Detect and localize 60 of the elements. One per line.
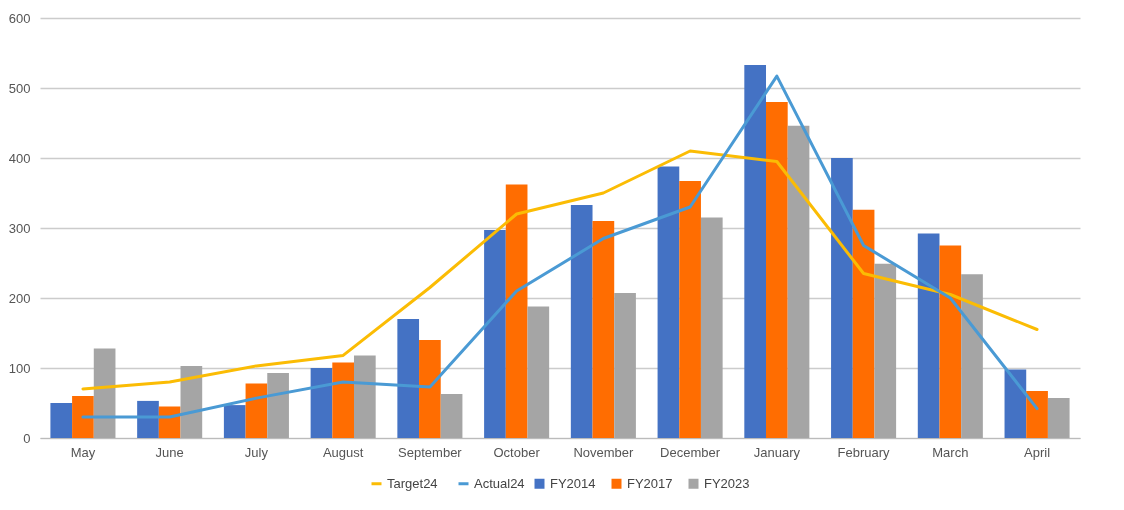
bar: [332, 362, 354, 438]
bar: [917, 233, 940, 438]
x-tick-label: February: [837, 444, 891, 460]
bar: [614, 293, 636, 438]
y-tick-label: 0: [23, 430, 31, 446]
bar: [874, 263, 897, 438]
legend-label: Target24: [387, 475, 438, 491]
bar: [1026, 391, 1048, 438]
bar: [527, 306, 550, 438]
line-series: [81, 74, 1039, 419]
bar: [440, 393, 463, 438]
legend-label: FY2017: [627, 475, 673, 491]
bar: [397, 319, 420, 438]
x-tick-label: May: [70, 444, 96, 460]
bar: [657, 166, 680, 438]
bar: [570, 204, 593, 438]
y-tick-label: 200: [8, 290, 31, 306]
x-tick-label: November: [573, 444, 635, 460]
bar: [353, 355, 376, 438]
bar: [744, 64, 767, 438]
bar: [1047, 398, 1070, 438]
bar: [419, 340, 441, 438]
x-tick-label: January: [753, 444, 801, 460]
legend-label: Actual24: [474, 475, 525, 491]
bar: [93, 348, 116, 438]
bar: [766, 102, 788, 438]
bar: [484, 230, 506, 438]
x-tick-label: July: [244, 444, 269, 460]
y-tick-label: 500: [8, 80, 31, 96]
bar: [505, 184, 528, 438]
legend-label: FY2014: [550, 475, 596, 491]
bar: [961, 274, 983, 438]
x-tick-label: April: [1024, 444, 1051, 460]
bar: [939, 245, 962, 438]
y-tick-label: 300: [8, 220, 31, 236]
y-tick-label: 100: [8, 360, 31, 376]
bar: [72, 396, 94, 438]
legend-label: FY2023: [704, 475, 750, 491]
bar: [50, 403, 73, 438]
x-tick-label: December: [660, 444, 721, 460]
x-tick-label: October: [493, 444, 541, 460]
bar: [310, 368, 333, 438]
bar: [267, 372, 289, 438]
line-series: [81, 149, 1039, 391]
y-tick-label: 600: [8, 10, 31, 26]
x-tick-label: August: [322, 444, 364, 460]
y-tick-label: 400: [8, 150, 31, 166]
bar: [245, 383, 268, 438]
bar: [1004, 369, 1027, 438]
x-tick-label: June: [155, 444, 184, 460]
bar: [679, 181, 701, 438]
bar: [158, 406, 181, 438]
bar: [592, 221, 615, 438]
bar: [700, 217, 723, 438]
bar: [852, 209, 875, 438]
bar: [831, 158, 853, 438]
bar: [787, 125, 810, 438]
bar: [223, 405, 246, 438]
x-tick-label: September: [398, 444, 463, 460]
x-tick-label: March: [932, 444, 969, 460]
